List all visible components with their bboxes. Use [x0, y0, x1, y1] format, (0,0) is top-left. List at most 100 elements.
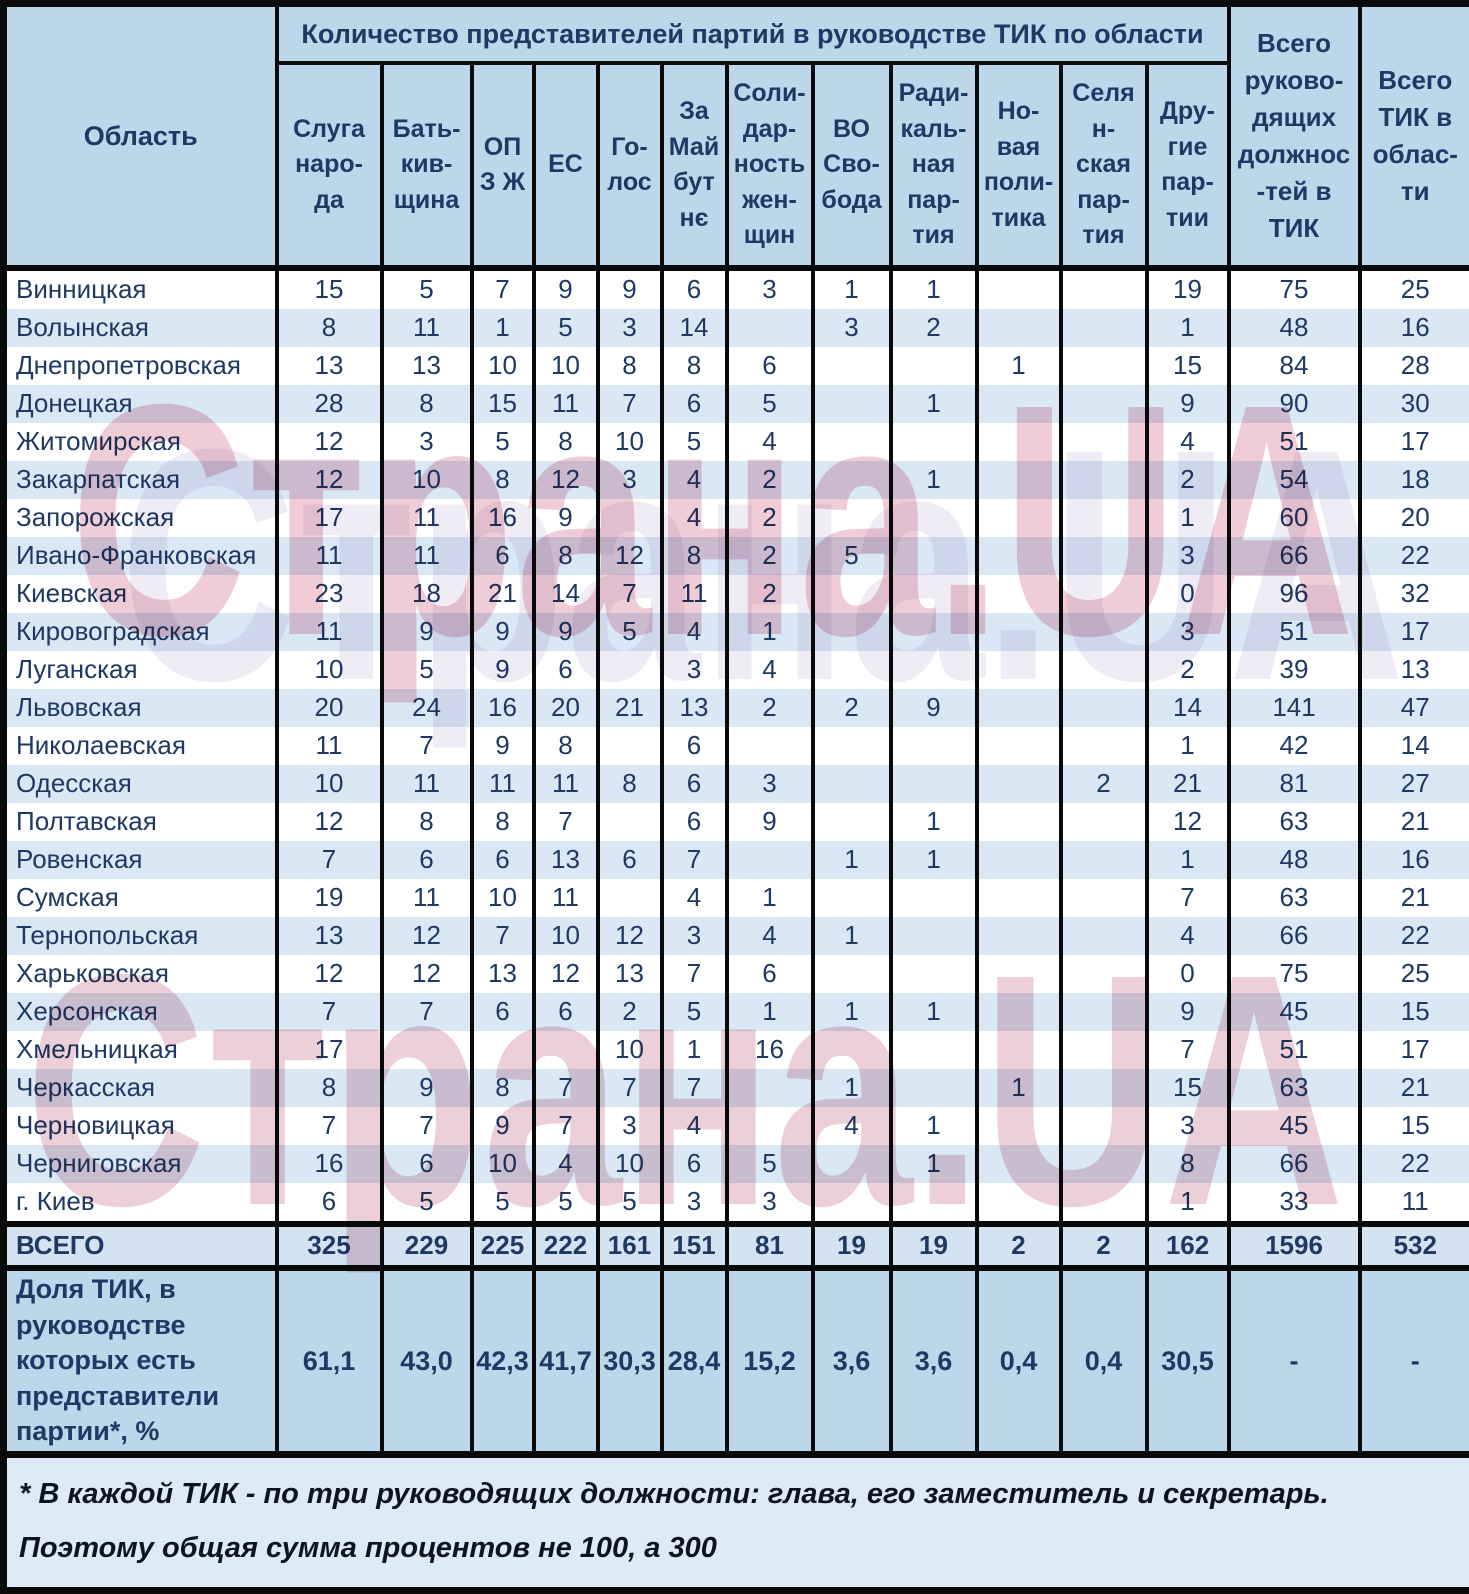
col-header-total-tik: Всего ТИК в облас-ти	[1360, 4, 1469, 269]
value-cell: 60	[1229, 499, 1360, 537]
value-cell: 17	[277, 1031, 382, 1069]
value-cell: 11	[277, 537, 382, 575]
value-cell: 8	[534, 537, 598, 575]
value-cell	[891, 575, 977, 613]
value-cell: 6	[382, 841, 472, 879]
totals-label: ВСЕГО	[4, 1224, 277, 1268]
value-cell: 15	[1147, 1069, 1229, 1107]
value-cell	[1061, 955, 1147, 993]
value-cell: 4	[534, 1145, 598, 1183]
value-cell: 6	[727, 347, 813, 385]
value-cell: 22	[1360, 917, 1469, 955]
area-cell: Винницкая	[4, 268, 277, 309]
area-cell: Херсонская	[4, 993, 277, 1031]
value-cell: 1	[727, 879, 813, 917]
value-cell: 7	[598, 385, 662, 423]
value-cell: 4	[727, 423, 813, 461]
value-cell	[1061, 803, 1147, 841]
area-cell: Донецкая	[4, 385, 277, 423]
value-cell: 7	[534, 803, 598, 841]
area-cell: Киевская	[4, 575, 277, 613]
value-cell: 28	[277, 385, 382, 423]
value-cell: 11	[277, 727, 382, 765]
value-cell	[977, 955, 1061, 993]
value-cell: 1	[891, 461, 977, 499]
value-cell: 5	[662, 423, 727, 461]
value-cell: 4	[662, 613, 727, 651]
value-cell	[1061, 993, 1147, 1031]
value-cell	[977, 268, 1061, 309]
value-cell: 6	[662, 1145, 727, 1183]
value-cell	[977, 993, 1061, 1031]
share-value-cell: 0,4	[977, 1268, 1061, 1455]
value-cell: 21	[1360, 803, 1469, 841]
area-cell: Черкасская	[4, 1069, 277, 1107]
value-cell: 1	[813, 993, 891, 1031]
value-cell: 3	[727, 765, 813, 803]
value-cell: 10	[598, 423, 662, 461]
value-cell: 13	[598, 955, 662, 993]
totals-value-cell: 151	[662, 1224, 727, 1268]
value-cell	[1061, 1107, 1147, 1145]
value-cell	[891, 1069, 977, 1107]
value-cell: 1	[891, 993, 977, 1031]
value-cell: 8	[598, 765, 662, 803]
value-cell: 51	[1229, 1031, 1360, 1069]
share-value-cell: 43,0	[382, 1268, 472, 1455]
share-value-cell: 42,3	[472, 1268, 534, 1455]
value-cell: 1	[813, 1069, 891, 1107]
value-cell: 11	[277, 613, 382, 651]
col-header-party: Го-лос	[598, 63, 662, 268]
value-cell: 5	[662, 993, 727, 1031]
value-cell: 9	[472, 651, 534, 689]
value-cell: 21	[472, 575, 534, 613]
value-cell	[598, 499, 662, 537]
value-cell	[891, 917, 977, 955]
value-cell: 5	[382, 268, 472, 309]
value-cell: 2	[813, 689, 891, 727]
value-cell: 4	[662, 461, 727, 499]
value-cell	[813, 651, 891, 689]
area-cell: Хмельницкая	[4, 1031, 277, 1069]
value-cell: 12	[1147, 803, 1229, 841]
value-cell: 8	[277, 1069, 382, 1107]
value-cell: 12	[598, 537, 662, 575]
value-cell	[1061, 917, 1147, 955]
value-cell: 25	[1360, 955, 1469, 993]
value-cell: 11	[382, 879, 472, 917]
value-cell: 7	[662, 955, 727, 993]
value-cell: 1	[727, 613, 813, 651]
value-cell: 10	[472, 1145, 534, 1183]
value-cell	[977, 651, 1061, 689]
share-value-cell: -	[1360, 1268, 1469, 1455]
value-cell: 2	[891, 309, 977, 347]
value-cell: 20	[277, 689, 382, 727]
value-cell	[1061, 537, 1147, 575]
value-cell	[1061, 423, 1147, 461]
value-cell: 6	[472, 993, 534, 1031]
totals-value-cell: 19	[891, 1224, 977, 1268]
value-cell: 11	[382, 765, 472, 803]
value-cell: 11	[662, 575, 727, 613]
value-cell: 32	[1360, 575, 1469, 613]
value-cell: 13	[662, 689, 727, 727]
value-cell	[891, 651, 977, 689]
value-cell: 25	[1360, 268, 1469, 309]
header-row-top: Область Количество представителей партий…	[4, 4, 1469, 64]
value-cell: 16	[472, 689, 534, 727]
area-cell: Николаевская	[4, 727, 277, 765]
value-cell: 5	[727, 1145, 813, 1183]
value-cell: 11	[472, 765, 534, 803]
value-cell: 9	[382, 613, 472, 651]
value-cell: 13	[534, 841, 598, 879]
value-cell: 48	[1229, 309, 1360, 347]
value-cell: 3	[727, 1183, 813, 1224]
